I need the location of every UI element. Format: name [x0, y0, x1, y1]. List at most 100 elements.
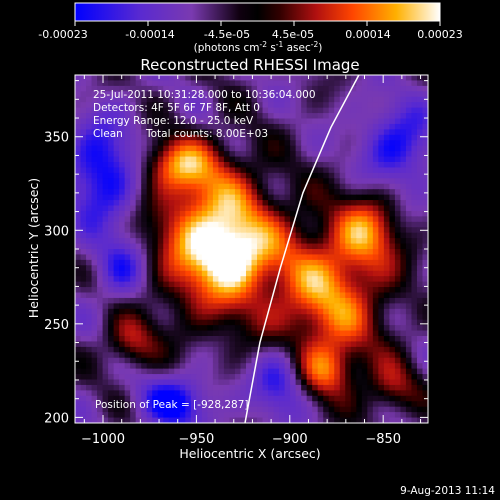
- heatmap-cell: [212, 417, 220, 423]
- heatmap-cell: [306, 238, 313, 245]
- heatmap-cell: [168, 330, 175, 337]
- heatmap-cell: [229, 270, 236, 277]
- heatmap-cell: [229, 281, 236, 288]
- heatmap-cell: [207, 134, 214, 141]
- heatmap-cell: [345, 183, 352, 190]
- heatmap-cell: [113, 395, 120, 402]
- heatmap-cell: [262, 308, 269, 315]
- heatmap-cell: [383, 102, 390, 109]
- heatmap-cell: [130, 210, 137, 217]
- heatmap-cell: [405, 330, 413, 337]
- heatmap-cell: [306, 80, 313, 87]
- heatmap-cell: [119, 330, 126, 337]
- heatmap-cell: [334, 308, 341, 315]
- heatmap-cell: [174, 297, 181, 304]
- heatmap-cell: [356, 254, 363, 261]
- heatmap-cell: [223, 417, 231, 423]
- heatmap-cell: [168, 357, 175, 364]
- heatmap-cell: [113, 134, 120, 141]
- heatmap-cell: [416, 96, 424, 103]
- heatmap-cell: [196, 151, 203, 158]
- heatmap-cell: [317, 232, 324, 239]
- heatmap-cell: [207, 292, 214, 299]
- heatmap-cell: [240, 292, 247, 299]
- heatmap-cell: [146, 167, 153, 174]
- heatmap-cell: [334, 379, 341, 386]
- heatmap-cell: [174, 314, 181, 321]
- heatmap-cell: [290, 276, 297, 283]
- heatmap-cell: [91, 265, 98, 272]
- heatmap-cell: [400, 156, 407, 163]
- heatmap-cell: [146, 276, 153, 283]
- heatmap-cell: [328, 374, 335, 381]
- heatmap-cell: [190, 265, 197, 272]
- heatmap-cell: [146, 221, 153, 228]
- x-tick-label: −950: [179, 432, 215, 447]
- heatmap-cell: [367, 134, 374, 141]
- heatmap-cell: [394, 91, 402, 98]
- heatmap-cell: [383, 91, 390, 98]
- heatmap-cell: [135, 113, 142, 120]
- heatmap-cell: [196, 287, 203, 294]
- heatmap-cell: [185, 303, 192, 310]
- heatmap-cell: [185, 189, 192, 196]
- heatmap-cell: [334, 270, 341, 277]
- heatmap-cell: [378, 91, 385, 98]
- heatmap-cell: [394, 178, 402, 185]
- heatmap-cell: [372, 341, 379, 348]
- heatmap-cell: [75, 292, 82, 299]
- heatmap-cell: [97, 227, 104, 234]
- heatmap-cell: [284, 297, 291, 304]
- heatmap-cell: [262, 156, 269, 163]
- heatmap-cell: [339, 145, 346, 152]
- heatmap-cell: [240, 401, 247, 408]
- heatmap-cell: [168, 401, 175, 408]
- heatmap-cell: [130, 151, 137, 158]
- heatmap-cell: [124, 341, 131, 348]
- heatmap-cell: [394, 75, 402, 82]
- heatmap-cell: [339, 96, 346, 103]
- heatmap-cell: [179, 303, 186, 310]
- heatmap-cell: [201, 352, 208, 359]
- heatmap-cell: [229, 167, 236, 174]
- heatmap-cell: [422, 238, 428, 245]
- heatmap-cell: [163, 287, 170, 294]
- heatmap-cell: [245, 238, 253, 245]
- heatmap-cell: [279, 325, 286, 332]
- heatmap-cell: [284, 336, 291, 343]
- heatmap-cell: [328, 297, 335, 304]
- heatmap-cell: [383, 243, 390, 250]
- heatmap-cell: [229, 352, 236, 359]
- heatmap-cell: [367, 243, 374, 250]
- heatmap-cell: [350, 91, 357, 98]
- heatmap-cell: [372, 292, 379, 299]
- heatmap-cell: [378, 401, 385, 408]
- heatmap-cell: [356, 96, 363, 103]
- heatmap-cell: [207, 189, 214, 196]
- heatmap-cell: [240, 336, 247, 343]
- heatmap-cell: [86, 243, 93, 250]
- heatmap-cell: [262, 227, 269, 234]
- heatmap-cell: [141, 227, 148, 234]
- heatmap-cell: [234, 162, 242, 169]
- heatmap-cell: [240, 303, 247, 310]
- heatmap-cell: [152, 178, 159, 185]
- heatmap-cell: [251, 352, 258, 359]
- heatmap-cell: [328, 336, 335, 343]
- heatmap-cell: [102, 390, 109, 397]
- heatmap-cell: [80, 319, 87, 326]
- heatmap-cell: [163, 297, 170, 304]
- heatmap-cell: [218, 227, 225, 234]
- heatmap-cell: [212, 80, 220, 87]
- heatmap-cell: [279, 417, 286, 423]
- heatmap-cell: [80, 390, 87, 397]
- heatmap-cell: [345, 80, 352, 87]
- heatmap-cell: [378, 259, 385, 266]
- heatmap-cell: [411, 297, 418, 304]
- heatmap-cell: [130, 194, 137, 201]
- heatmap-cell: [130, 406, 137, 413]
- heatmap-cell: [312, 238, 319, 245]
- heatmap-cell: [86, 417, 93, 423]
- heatmap-cell: [328, 276, 335, 283]
- heatmap-cell: [273, 189, 280, 196]
